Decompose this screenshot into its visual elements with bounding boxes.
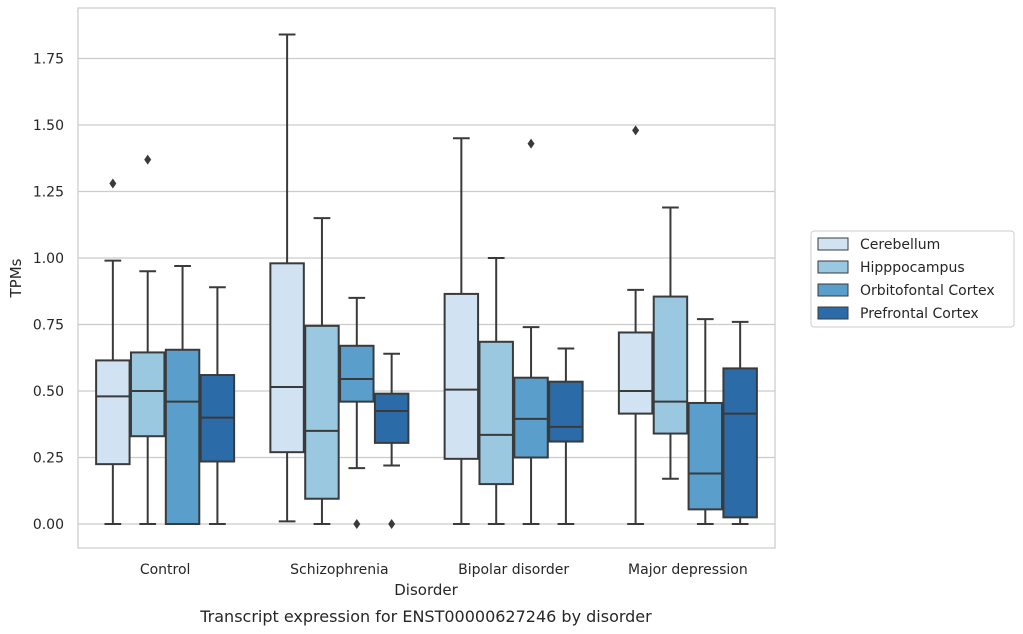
box-hipppocampus	[304, 217, 340, 525]
y-tick-labels: 0.00 0.25 0.50 0.75 1.00 1.25 1.50 1.75	[33, 52, 64, 534]
x-tick-labels: Control Schizophrenia Bipolar disorder Majo…	[140, 562, 748, 578]
box-iqr	[304, 324, 340, 500]
y-tick-label: 1.75	[33, 52, 64, 68]
box-cerebellum	[617, 125, 654, 525]
legend-label: Cerebellum	[860, 237, 940, 253]
x-tick-label: Bipolar disorder	[458, 562, 569, 578]
box-prefrontal-cortex	[373, 352, 410, 529]
box-prefrontal-cortex	[548, 347, 584, 525]
outlier-point	[109, 178, 117, 189]
legend-swatch	[817, 237, 849, 251]
box-iqr	[548, 380, 584, 443]
y-tick-label: 0.00	[33, 517, 64, 533]
box-iqr	[687, 401, 724, 511]
box-hipppocampus	[652, 206, 689, 480]
box-iqr	[478, 340, 514, 486]
x-axis-label: Disorder	[394, 581, 458, 599]
y-tick-label: 0.75	[33, 318, 64, 334]
y-tick-label: 0.25	[33, 451, 64, 467]
box-iqr	[95, 359, 131, 466]
y-axis-label: TPMs	[7, 258, 25, 298]
box-iqr	[129, 351, 166, 438]
boxes-layer	[95, 33, 758, 529]
box-iqr	[652, 295, 689, 435]
chart-caption: Transcript expression for ENST0000062724…	[199, 607, 652, 626]
box-hipppocampus	[478, 257, 514, 525]
box-orbitofontal-cortex	[687, 318, 724, 525]
y-tick-label: 1.25	[33, 185, 64, 201]
legend-label: Hipppocampus	[860, 260, 965, 276]
outlier-point	[353, 519, 361, 529]
box-iqr	[722, 367, 758, 519]
box-orbitofontal-cortex	[164, 264, 201, 525]
outlier-point	[632, 125, 640, 136]
legend: Cerebellum Hipppocampus Orbitofontal Corte…	[810, 230, 1015, 328]
box-cerebellum	[95, 178, 131, 525]
box-prefrontal-cortex	[199, 286, 236, 525]
outlier-point	[388, 519, 396, 529]
outlier-point	[144, 154, 152, 165]
box-cerebellum	[269, 33, 305, 523]
box-orbitofontal-cortex	[513, 138, 549, 525]
x-tick-label: Control	[140, 562, 191, 578]
plot-frame	[77, 7, 776, 549]
legend-swatch	[817, 260, 849, 274]
box-iqr	[164, 348, 201, 525]
box-orbitofontal-cortex	[339, 296, 375, 529]
legend-swatch	[817, 283, 849, 297]
box-iqr	[373, 392, 410, 444]
box-cerebellum	[443, 137, 480, 525]
legend-label: Prefrontal Cortex	[860, 306, 979, 322]
x-tick-label: Major depression	[628, 562, 748, 578]
y-tick-label: 1.00	[33, 251, 64, 267]
box-iqr	[617, 331, 654, 415]
y-tick-label: 0.50	[33, 384, 64, 400]
box-iqr	[269, 262, 305, 454]
legend-label: Orbitofontal Cortex	[860, 283, 995, 299]
box-iqr	[513, 376, 549, 459]
box-hipppocampus	[129, 154, 166, 525]
x-tick-label: Schizophrenia	[290, 562, 388, 578]
box-iqr	[339, 344, 375, 403]
box-iqr	[443, 292, 480, 460]
y-tick-label: 1.50	[33, 118, 64, 134]
box-prefrontal-cortex	[722, 320, 758, 525]
legend-swatch	[817, 306, 849, 320]
outlier-point	[527, 138, 535, 149]
legend-frame	[810, 230, 1015, 328]
